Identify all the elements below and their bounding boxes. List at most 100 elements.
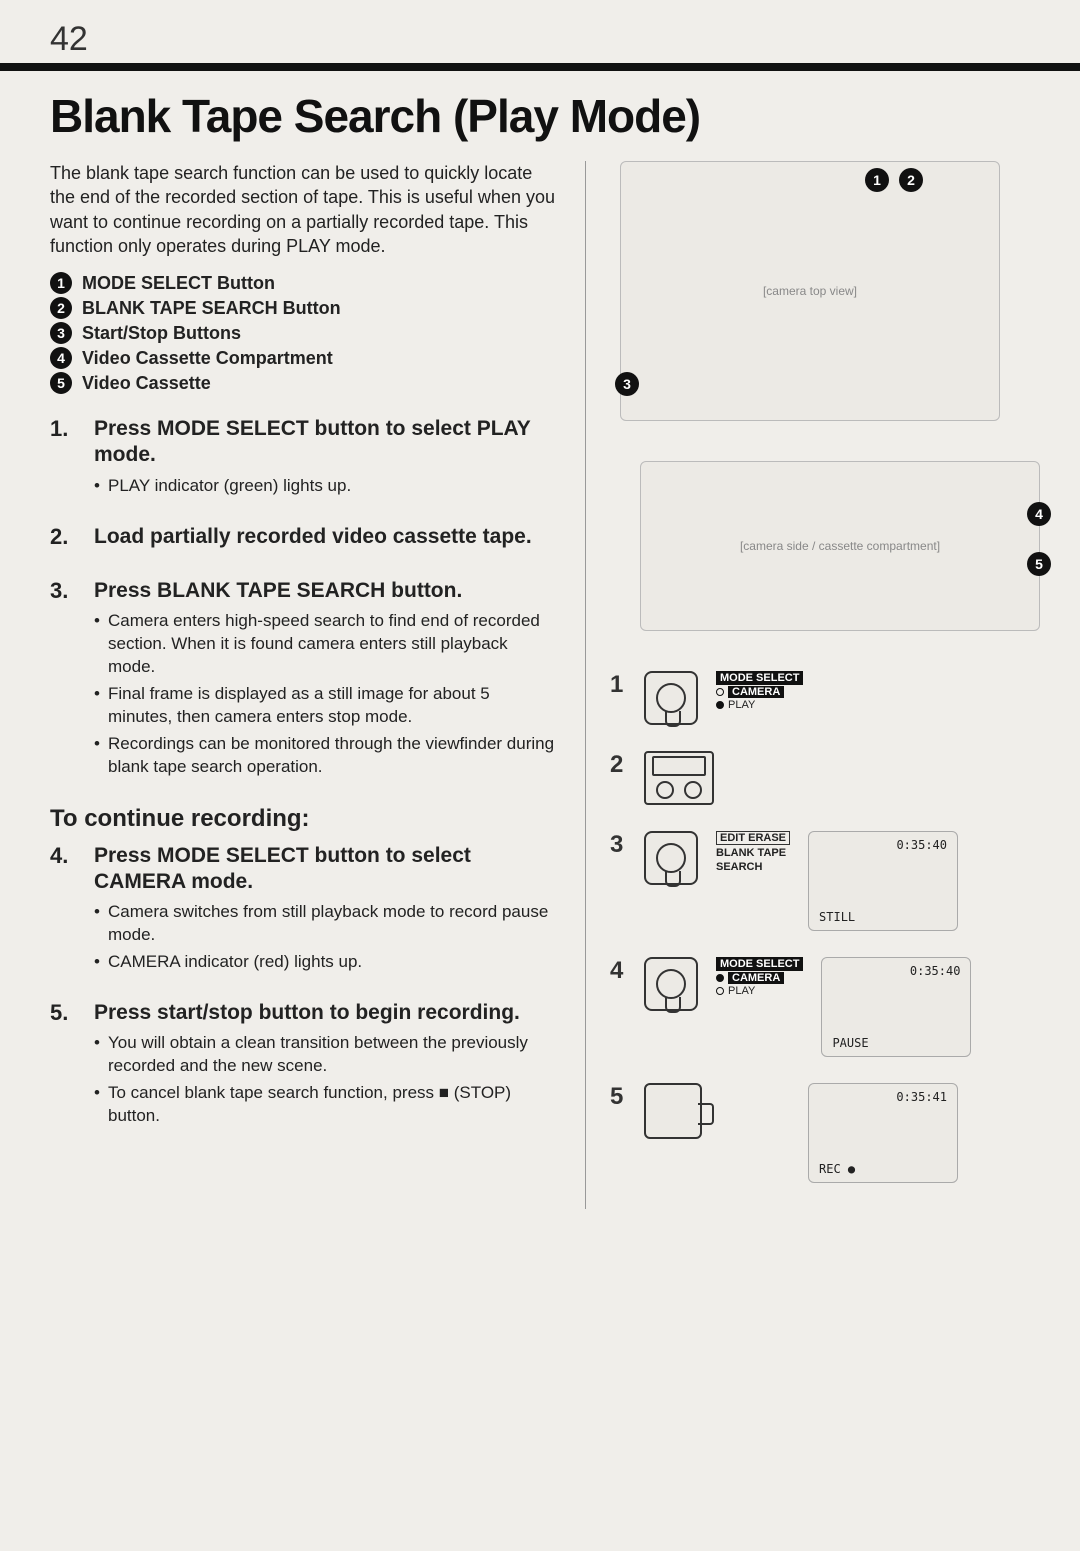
legend-label: MODE SELECT Button [82, 273, 275, 294]
press-icon [656, 969, 686, 999]
play-label: PLAY [728, 985, 755, 997]
diagram-step-2: 2 [610, 751, 1040, 805]
status-text: STILL [819, 910, 947, 924]
status-text: REC ● [819, 1162, 947, 1176]
callout-marker-1: 1 [865, 168, 889, 192]
press-icon [656, 683, 686, 713]
manual-page: 42 Blank Tape Search (Play Mode) The bla… [0, 0, 1080, 1551]
bullet: To cancel blank tape search function, pr… [94, 1082, 555, 1128]
left-column: The blank tape search function can be us… [50, 161, 555, 1209]
viewfinder-display: 0:35:40 STILL [808, 831, 958, 931]
mode-select-button-icon [644, 957, 698, 1011]
step-3: 3. Press BLANK TAPE SEARCH button. Camer… [50, 578, 555, 783]
diagram-step-number: 4 [610, 957, 626, 985]
camera-led-off-icon [716, 688, 724, 696]
step-4: 4. Press MODE SELECT button to select CA… [50, 843, 555, 978]
cassette-icon [644, 751, 714, 805]
step-bullets: Camera switches from still playback mode… [94, 901, 555, 974]
step-heading: Press MODE SELECT button to select CAMER… [94, 843, 555, 896]
legend-item: 4 Video Cassette Compartment [50, 347, 555, 369]
legend-item: 5 Video Cassette [50, 372, 555, 394]
step-body: Press MODE SELECT button to select CAMER… [94, 843, 555, 978]
camera-label: CAMERA [728, 972, 784, 984]
bullet: Final frame is displayed as a still imag… [94, 683, 555, 729]
illustration-placeholder: [camera side / cassette compartment] [740, 539, 940, 553]
diagram-step-4: 4 MODE SELECT CAMERA PLAY 0:35:40 PAUSE [610, 957, 1040, 1057]
mode-select-label: MODE SELECT [716, 671, 803, 685]
legend-marker-1: 1 [50, 272, 72, 294]
diagram-step-number: 2 [610, 751, 626, 779]
legend-marker-2: 2 [50, 297, 72, 319]
header-rule [0, 63, 1080, 71]
two-column-layout: The blank tape search function can be us… [50, 161, 1040, 1209]
bullet: PLAY indicator (green) lights up. [94, 475, 555, 498]
mode-select-button-icon [644, 671, 698, 725]
step-number: 2. [50, 524, 76, 556]
step-bullets: Camera enters high-speed search to find … [94, 610, 555, 779]
blank-tape-label: BLANK TAPE [716, 847, 790, 859]
camera-led-on-icon [716, 974, 724, 982]
camera-top-illustration: [camera top view] 1 2 3 [620, 161, 1000, 421]
intro-paragraph: The blank tape search function can be us… [50, 161, 555, 258]
mode-select-indicator: MODE SELECT CAMERA PLAY [716, 957, 803, 997]
status-text: PAUSE [832, 1036, 960, 1050]
bullet: Camera switches from still playback mode… [94, 901, 555, 947]
legend-marker-4: 4 [50, 347, 72, 369]
camera-label: CAMERA [728, 686, 784, 698]
step-bullets: You will obtain a clean transition betwe… [94, 1032, 555, 1128]
step-body: Press BLANK TAPE SEARCH button. Camera e… [94, 578, 555, 783]
legend-item: 3 Start/Stop Buttons [50, 322, 555, 344]
mode-select-indicator: MODE SELECT CAMERA PLAY [716, 671, 803, 711]
step-body: Press MODE SELECT button to select PLAY … [94, 416, 555, 501]
illustration-placeholder: [camera top view] [763, 284, 857, 298]
bullet: Camera enters high-speed search to find … [94, 610, 555, 679]
right-column: [camera top view] 1 2 3 [camera side / c… [585, 161, 1040, 1209]
viewfinder-display: 0:35:40 PAUSE [821, 957, 971, 1057]
step-body: Press start/stop button to begin recordi… [94, 1000, 555, 1132]
parts-legend: 1 MODE SELECT Button 2 BLANK TAPE SEARCH B… [50, 272, 555, 394]
diagram-step-number: 3 [610, 831, 626, 859]
viewfinder-display: 0:35:41 REC ● [808, 1083, 958, 1183]
page-number: 42 [50, 20, 1040, 59]
diagram-step-1: 1 MODE SELECT CAMERA PLAY [610, 671, 1040, 725]
step-1: 1. Press MODE SELECT button to select PL… [50, 416, 555, 501]
legend-label: Video Cassette Compartment [82, 348, 333, 369]
legend-label: Start/Stop Buttons [82, 323, 241, 344]
legend-label: BLANK TAPE SEARCH Button [82, 298, 341, 319]
legend-marker-3: 3 [50, 322, 72, 344]
counter-time: 0:35:40 [819, 838, 947, 852]
mode-select-label: MODE SELECT [716, 957, 803, 971]
step-number: 5. [50, 1000, 76, 1132]
diagram-step-number: 1 [610, 671, 626, 699]
diagram-step-3: 3 EDIT ERASE BLANK TAPE SEARCH 0:35:40 S… [610, 831, 1040, 931]
blank-tape-search-button-icon [644, 831, 698, 885]
page-title: Blank Tape Search (Play Mode) [50, 89, 1040, 143]
camera-side-illustration: [camera side / cassette compartment] 4 5 [640, 461, 1040, 631]
step-heading: Press MODE SELECT button to select PLAY … [94, 416, 555, 469]
play-label: PLAY [728, 699, 755, 711]
search-label: SEARCH [716, 861, 790, 873]
step-heading: Press start/stop button to begin recordi… [94, 1000, 555, 1026]
bullet: CAMERA indicator (red) lights up. [94, 951, 555, 974]
bullet: You will obtain a clean transition betwe… [94, 1032, 555, 1078]
diagram-step-number: 5 [610, 1083, 626, 1111]
play-led-on-icon [716, 701, 724, 709]
button-labels: EDIT ERASE BLANK TAPE SEARCH [716, 831, 790, 873]
camcorder-record-icon [644, 1083, 702, 1139]
counter-time: 0:35:40 [832, 964, 960, 978]
callout-marker-2: 2 [899, 168, 923, 192]
bullet: Recordings can be monitored through the … [94, 733, 555, 779]
counter-time: 0:35:41 [819, 1090, 947, 1104]
step-2: 2. Load partially recorded video cassett… [50, 524, 555, 556]
play-led-off-icon [716, 987, 724, 995]
step-heading: Press BLANK TAPE SEARCH button. [94, 578, 555, 604]
step-5: 5. Press start/stop button to begin reco… [50, 1000, 555, 1132]
legend-marker-5: 5 [50, 372, 72, 394]
step-number: 4. [50, 843, 76, 978]
legend-label: Video Cassette [82, 373, 211, 394]
step-body: Load partially recorded video cassette t… [94, 524, 555, 556]
legend-item: 2 BLANK TAPE SEARCH Button [50, 297, 555, 319]
callout-marker-3: 3 [615, 372, 639, 396]
step-number: 3. [50, 578, 76, 783]
press-icon [656, 843, 686, 873]
